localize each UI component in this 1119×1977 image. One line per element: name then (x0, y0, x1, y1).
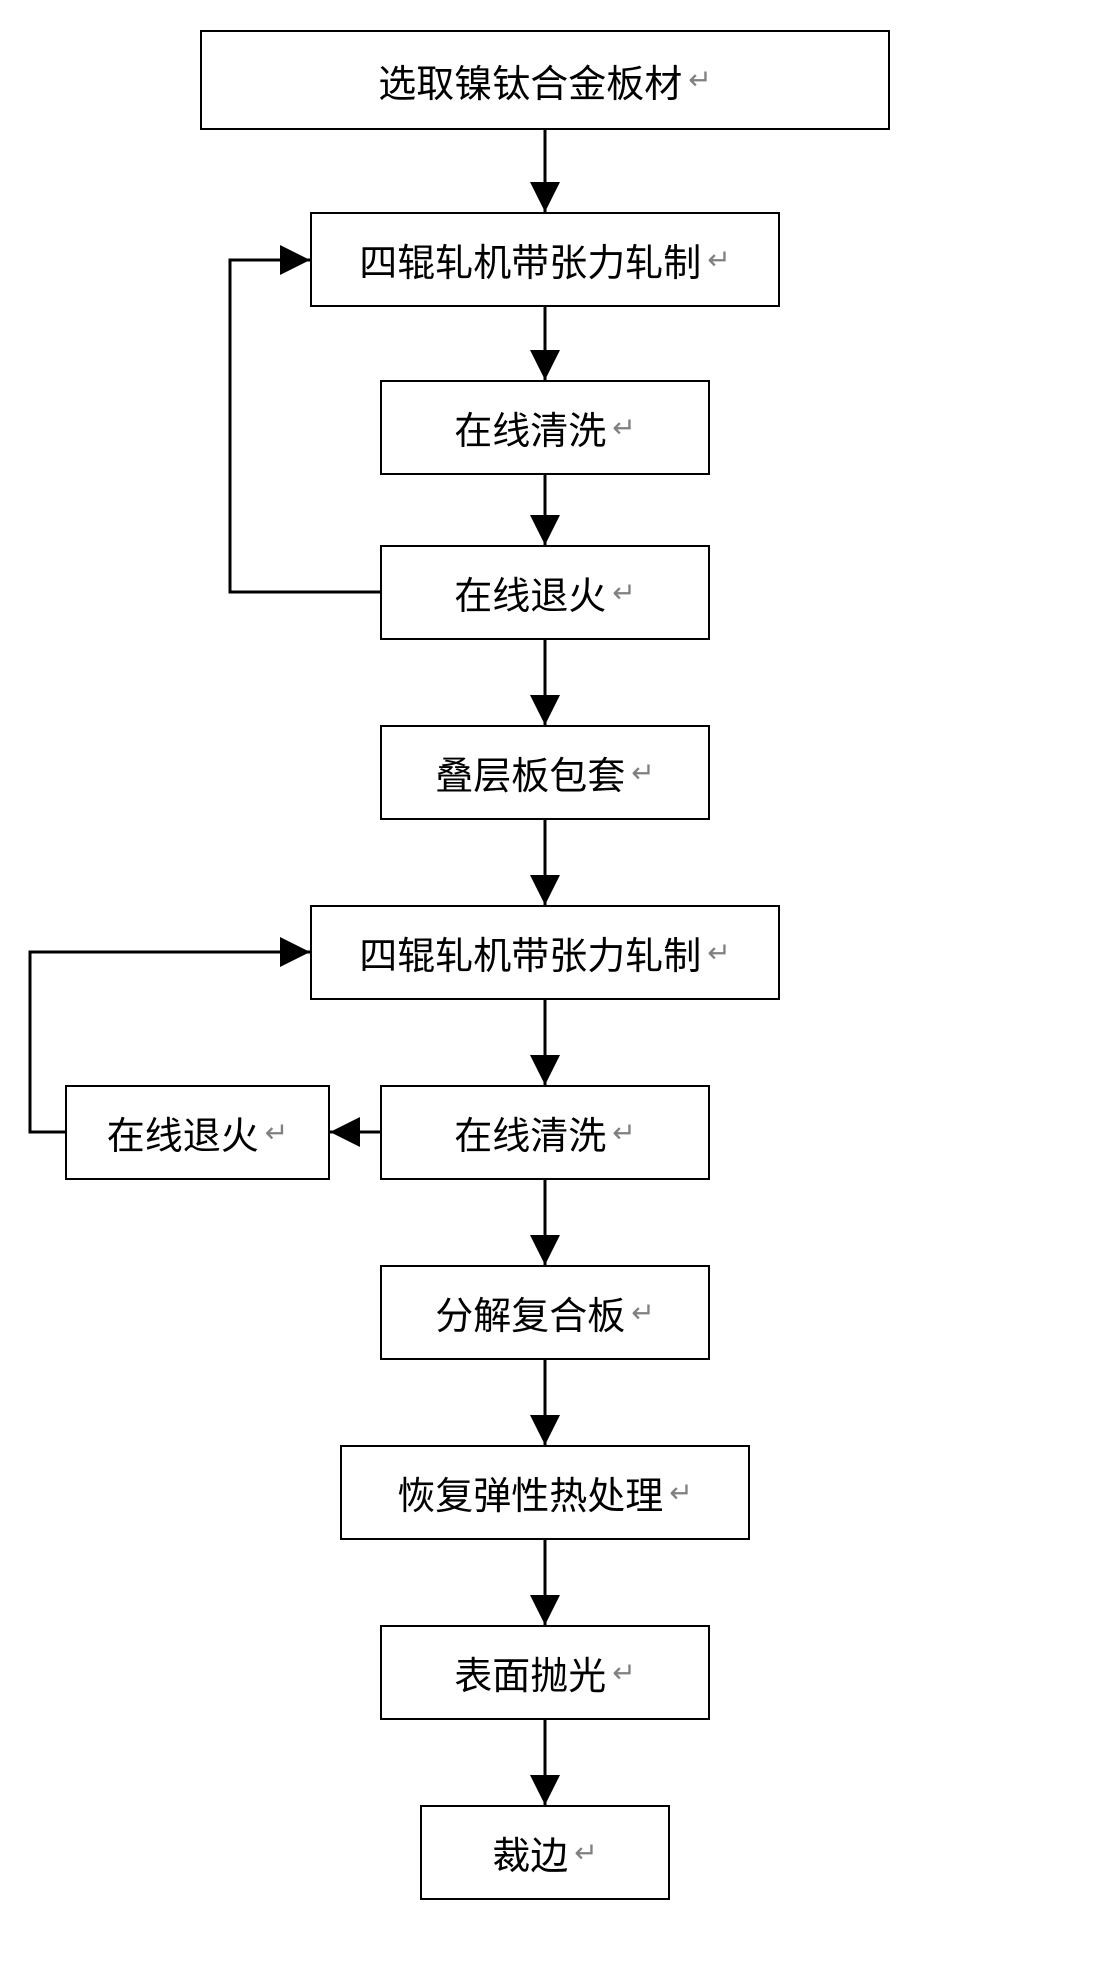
return-mark-icon: ↵ (707, 936, 730, 970)
return-mark-icon: ↵ (612, 1656, 635, 1690)
return-mark-icon: ↵ (631, 756, 654, 790)
flowchart-node-n2: 四辊轧机带张力轧制↵ (310, 212, 780, 307)
flowchart-node-n10: 表面抛光↵ (380, 1625, 710, 1720)
return-mark-icon: ↵ (669, 1476, 692, 1510)
flowchart-node-n3: 在线清洗↵ (380, 380, 710, 475)
return-mark-icon: ↵ (612, 411, 635, 445)
flowchart-node-n7b: 在线退火↵ (65, 1085, 330, 1180)
return-mark-icon: ↵ (574, 1836, 597, 1870)
return-mark-icon: ↵ (612, 1116, 635, 1150)
return-mark-icon: ↵ (707, 243, 730, 277)
node-label: 表面抛光 (454, 1645, 606, 1700)
return-mark-icon: ↵ (612, 576, 635, 610)
flowchart-node-n1: 选取镍钛合金板材↵ (200, 30, 890, 130)
flowchart-node-n4: 在线退火↵ (380, 545, 710, 640)
flowchart-node-n11: 裁边↵ (420, 1805, 670, 1900)
node-label: 在线清洗 (454, 1105, 606, 1160)
edge-n4-n2 (230, 260, 380, 592)
node-label: 四辊轧机带张力轧制 (359, 232, 701, 287)
flowchart-node-n7: 在线清洗↵ (380, 1085, 710, 1180)
node-label: 选取镍钛合金板材 (378, 53, 682, 108)
node-label: 叠层板包套 (435, 745, 625, 800)
node-label: 裁边 (492, 1825, 568, 1880)
flowchart-node-n8: 分解复合板↵ (380, 1265, 710, 1360)
node-label: 在线退火 (454, 565, 606, 620)
return-mark-icon: ↵ (631, 1296, 654, 1330)
node-label: 恢复弹性热处理 (397, 1465, 663, 1520)
return-mark-icon: ↵ (265, 1116, 288, 1150)
node-label: 四辊轧机带张力轧制 (359, 925, 701, 980)
node-label: 在线退火 (107, 1105, 259, 1160)
flowchart-node-n5: 叠层板包套↵ (380, 725, 710, 820)
flowchart-node-n9: 恢复弹性热处理↵ (340, 1445, 750, 1540)
node-label: 在线清洗 (454, 400, 606, 455)
flowchart-node-n6: 四辊轧机带张力轧制↵ (310, 905, 780, 1000)
node-label: 分解复合板 (435, 1285, 625, 1340)
return-mark-icon: ↵ (688, 63, 711, 97)
